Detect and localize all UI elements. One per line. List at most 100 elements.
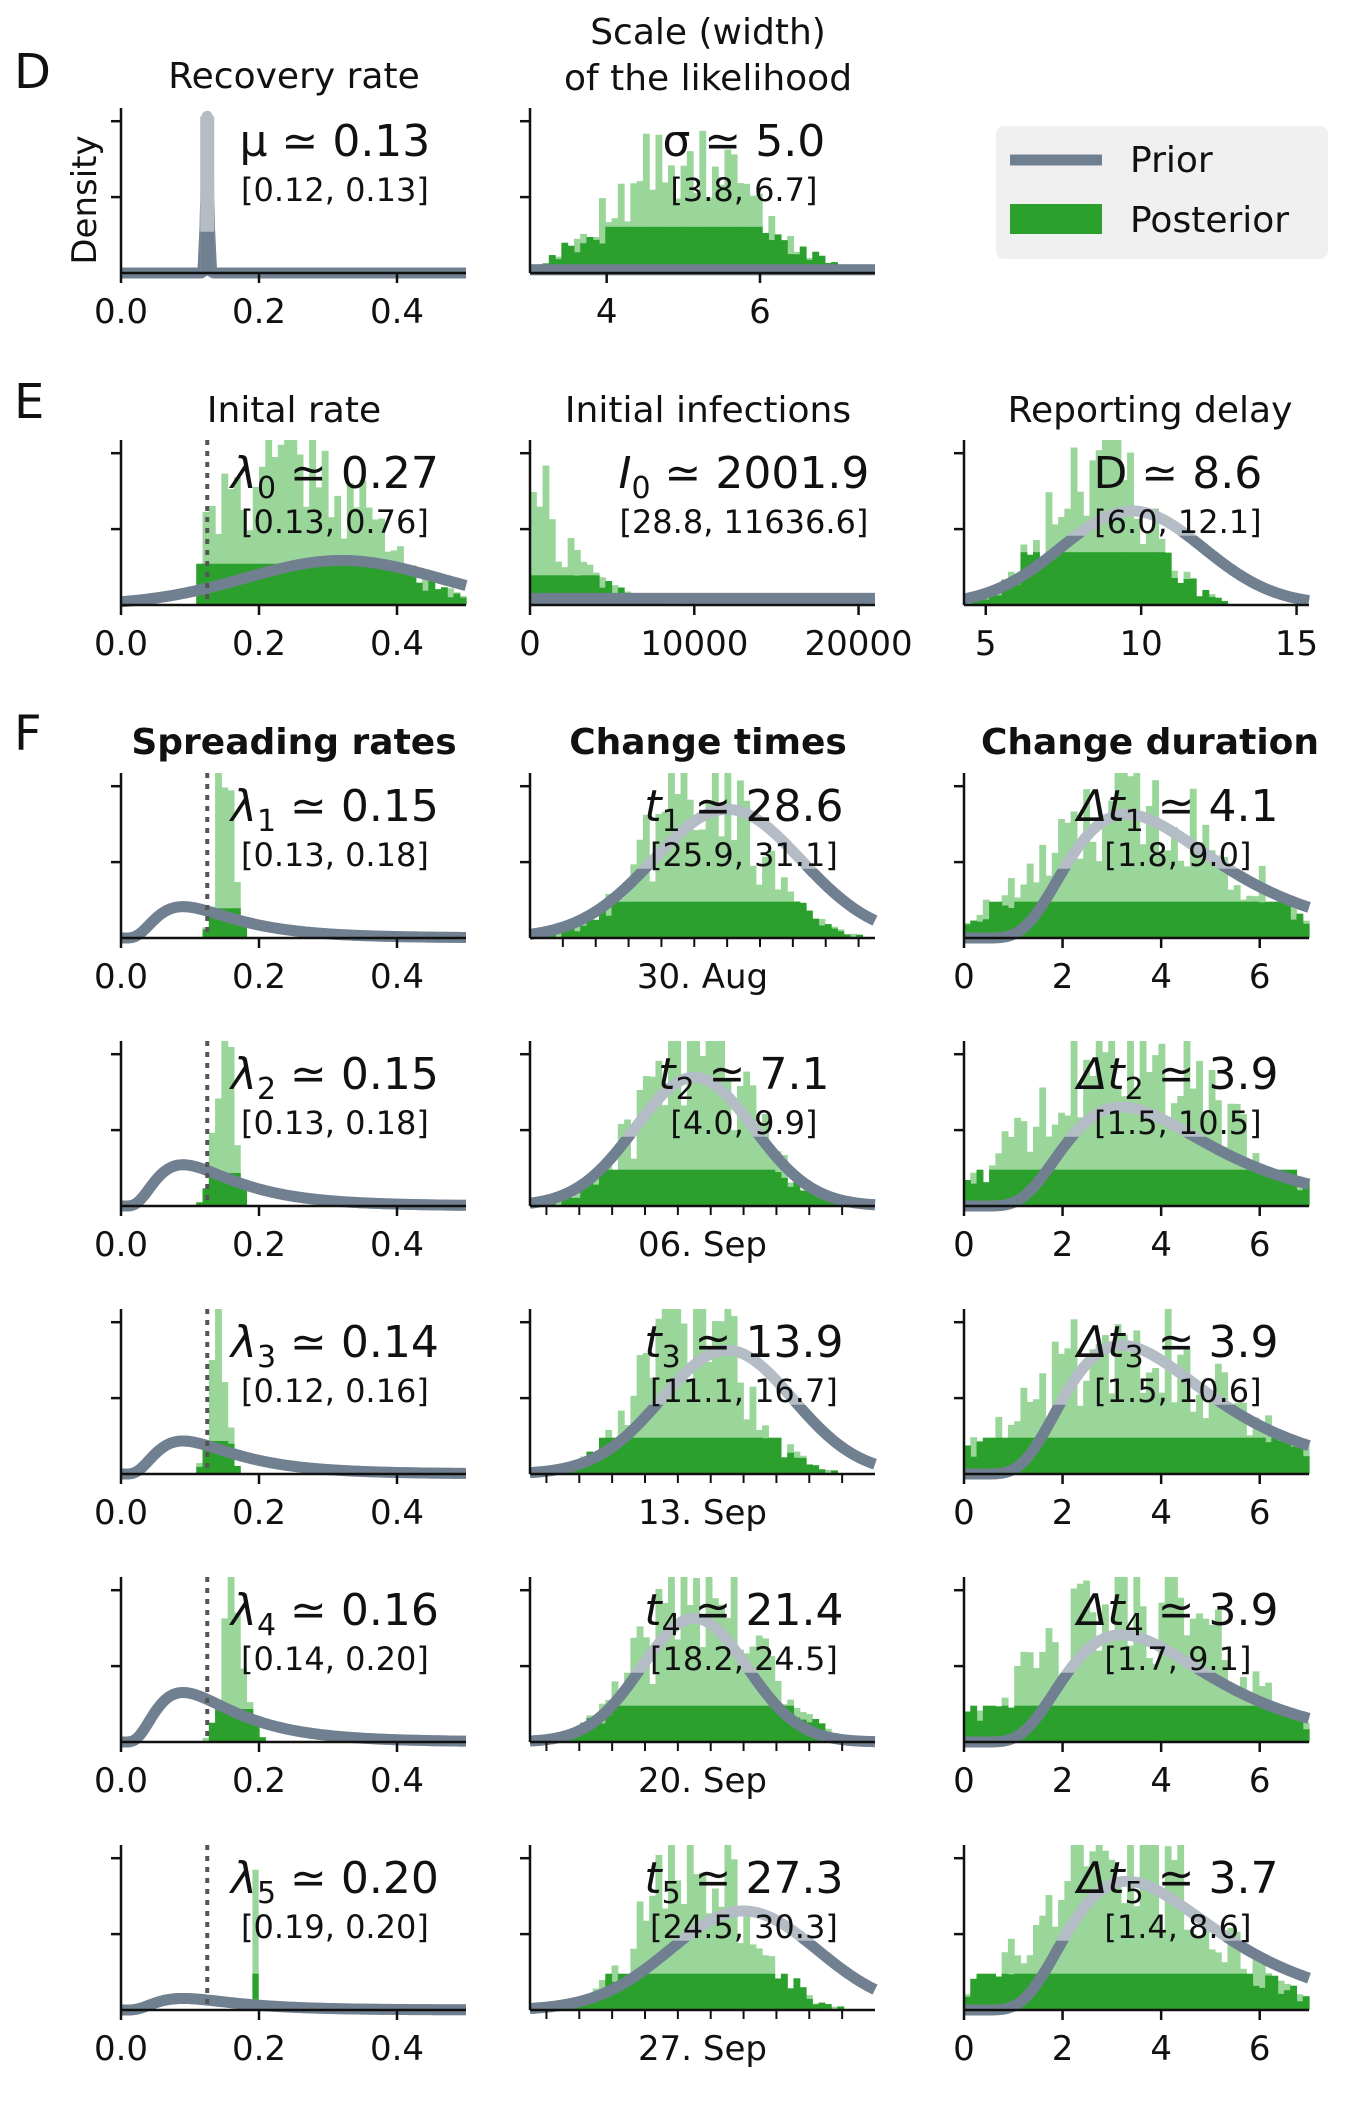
posterior-bar [1139,1437,1147,1474]
posterior-bar [1271,1437,1279,1474]
posterior-bar [793,1978,801,2010]
posterior-bar [215,908,222,938]
posterior-bar [1221,901,1229,938]
posterior-bar [989,1437,996,1474]
posterior-bar [699,1169,707,1206]
posterior-bar [699,1437,707,1474]
posterior-bar-light [277,444,285,605]
estimate-symbol: t [644,1585,663,1636]
panel-reporting-delay: 5 10 15 D ≃ 8.6 [6.0, 12.1] [954,440,1318,664]
posterior-bar [636,1973,644,2010]
posterior-bar [743,1973,751,2010]
posterior-bar [705,1705,713,1742]
posterior-bar [1277,1993,1285,2010]
x-tick-label: 10000 [640,624,748,664]
posterior-bar [964,1711,971,1742]
posterior-bar [227,1173,235,1206]
posterior-bar-light [1095,1650,1103,1742]
estimate-symbol: t [644,781,663,832]
posterior-bar [1283,901,1291,938]
posterior-bar [1064,1705,1072,1742]
posterior-bar [592,1184,600,1206]
interval-label: [1.7, 9.1] [1104,1640,1251,1678]
posterior-bar [693,226,700,273]
posterior-bar [1227,1705,1235,1742]
posterior-bar-light [1177,860,1185,938]
posterior-bar [1196,901,1203,938]
posterior-bar-light [1227,1927,1235,2010]
posterior-bar [384,563,392,605]
estimate-subscript: 3 [662,1340,681,1375]
posterior-bar [1221,1437,1229,1474]
posterior-bar-light [447,588,455,605]
estimate-value: ≃ 0.15 [276,781,439,832]
posterior-bar [1296,1718,1304,1742]
posterior-bar [762,1973,769,2010]
interval-label: [0.14, 0.20] [241,1640,429,1678]
posterior-bar-light [1102,1850,1109,2010]
estimate-label: Δt2 ≃ 3.9 [1074,1049,1278,1107]
posterior-bar [1114,1705,1122,1742]
posterior-bar [1177,901,1185,938]
posterior-bar [737,1437,744,1474]
posterior-bar [1152,1705,1160,1742]
posterior-bar-light [680,773,688,938]
posterior-bar-light [1114,773,1122,938]
x-tick-label: 0.0 [94,2029,148,2069]
posterior-bar [624,1705,631,1742]
posterior-bar-light [1108,1041,1116,1206]
estimate-label: t1 ≃ 28.6 [644,781,843,839]
posterior-bar [976,598,984,605]
posterior-bar-light [1108,1393,1116,1474]
posterior-bar [1083,1973,1091,2010]
posterior-bar [624,901,631,938]
posterior-bar [674,226,682,273]
posterior-bar-light [1145,1845,1153,2010]
posterior-bar [995,1437,1003,1474]
posterior-bar-light [693,1309,700,1474]
posterior-bar [818,2002,826,2010]
posterior-bar [989,1973,996,2010]
posterior-bar [1233,1973,1241,2010]
posterior-bar-light [762,1114,769,1206]
posterior-bar-light [1171,827,1178,938]
posterior-bar-light [1051,852,1059,938]
posterior-bar [586,236,594,273]
posterior-bar [1240,1973,1247,2010]
posterior-bar [1233,1437,1241,1474]
posterior-bar-light [718,1321,726,1474]
posterior-bar-light [680,1577,688,1742]
interval-label: [1.5, 10.6] [1094,1372,1261,1410]
x-tick-label: 0.4 [370,2029,424,2069]
posterior-bar [1058,1973,1065,2010]
posterior-bar-light [699,829,707,938]
prior-curve [117,1435,470,1480]
x-tick-label: 2 [1052,1493,1074,1533]
posterior-bar [1007,1707,1015,1742]
posterior-bar [1127,901,1134,938]
posterior-bar [680,1973,688,2010]
posterior-bar [1265,1442,1272,1474]
posterior-bar [1127,1705,1134,1742]
posterior-bar-light [1064,1348,1072,1474]
posterior-bar [724,1973,732,2010]
posterior-bar [1070,1169,1078,1206]
posterior-bar-light [737,1649,744,1742]
posterior-bar-light [1139,1845,1147,2010]
x-tick-label: 0 [519,624,541,664]
panel-spreading-rate-1: 0.0 0.2 0.4λ1 ≃ 0.15[0.13, 0.18] [94,773,470,997]
estimate-value: ≃ 3.9 [1144,1049,1279,1100]
posterior-bar [661,1973,669,2010]
posterior-bar [843,934,851,938]
estimate-symbol: Δt [1074,1853,1126,1904]
posterior-bar-light [1158,850,1166,938]
posterior-bar-light [215,1309,222,1474]
posterior-bar-light [699,1309,707,1474]
posterior-bar-light [674,1639,682,1742]
posterior-bar [1171,1705,1178,1742]
posterior-bar-light [730,1130,738,1206]
posterior-bar [774,1172,782,1206]
posterior-bar-light [1120,1577,1128,1742]
posterior-bar [548,934,556,938]
